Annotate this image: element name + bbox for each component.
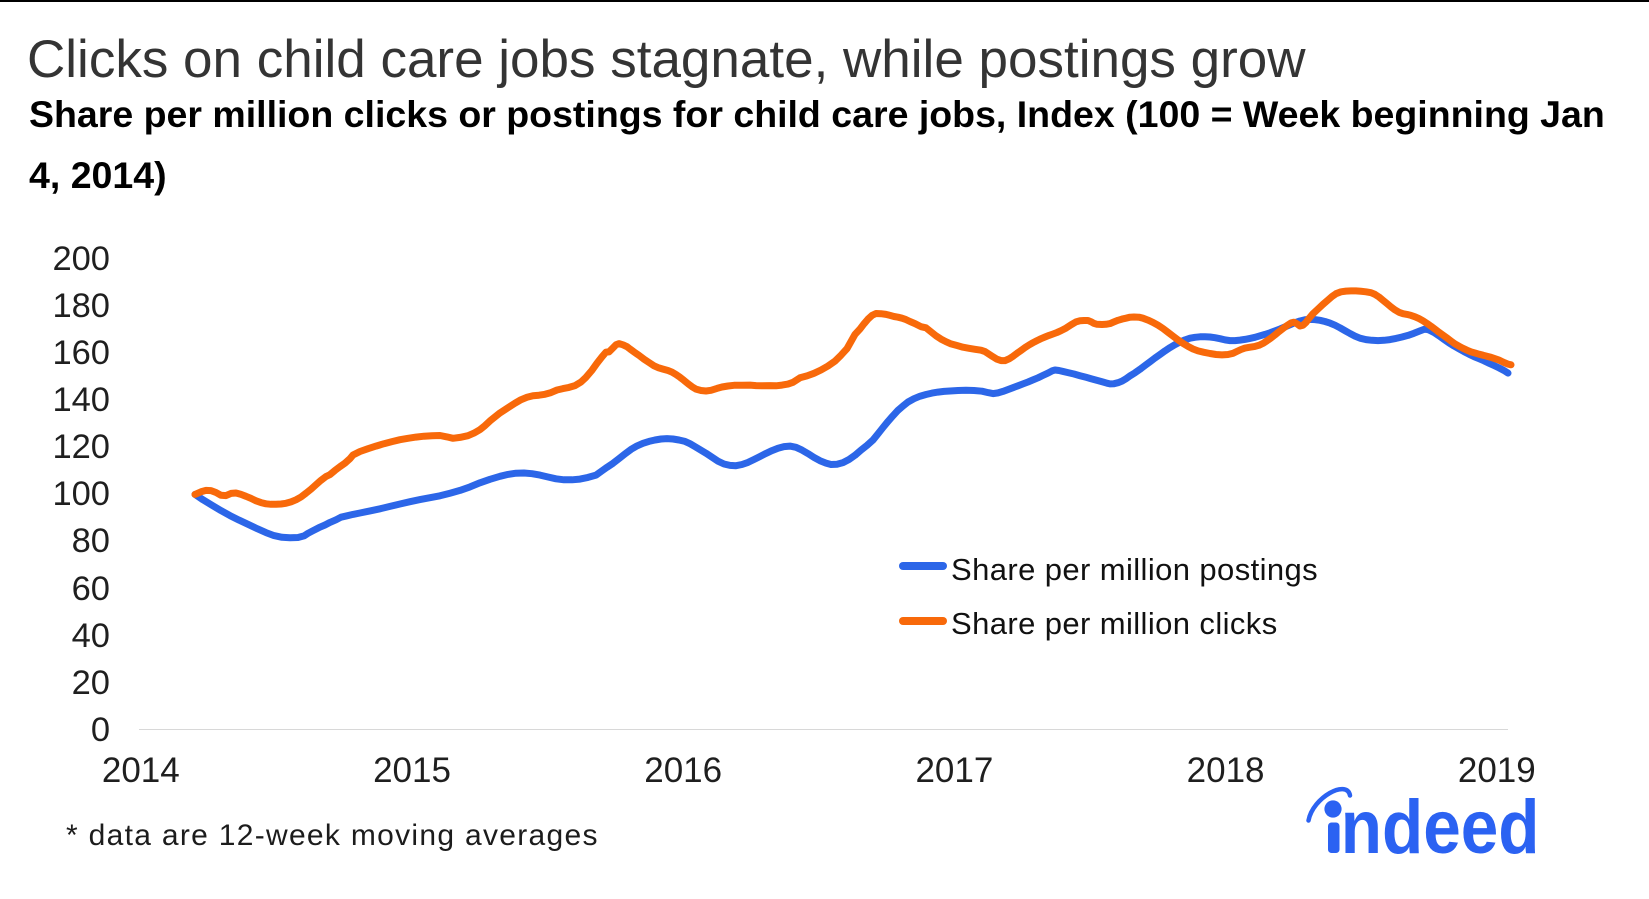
svg-text:ndeed: ndeed (1341, 785, 1540, 870)
